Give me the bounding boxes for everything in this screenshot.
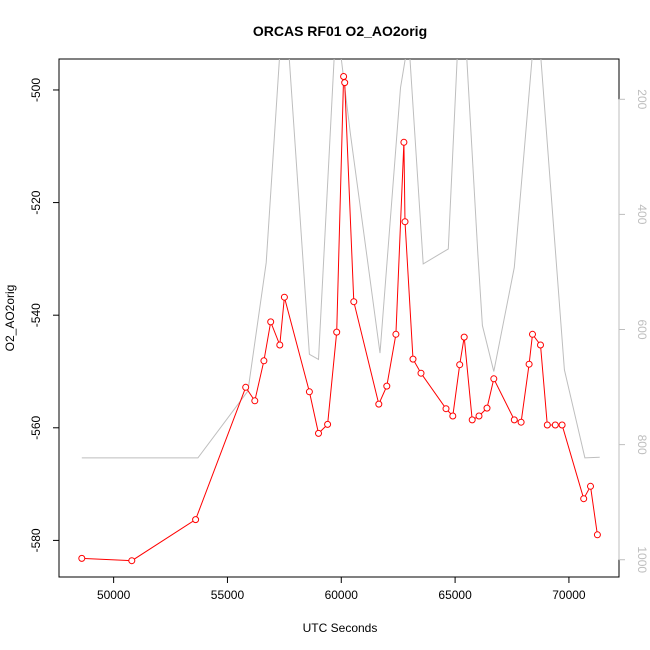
y-tick-label-left: -520 (29, 190, 43, 214)
red-series-point (551, 421, 559, 429)
red-series-point (475, 412, 483, 420)
x-tick-label: 60000 (325, 588, 359, 602)
red-series-point (460, 333, 468, 341)
red-series-point (392, 330, 400, 338)
red-series-point (593, 531, 601, 539)
red-series-point (490, 375, 498, 383)
red-series-line (81, 76, 598, 562)
red-series-point (78, 554, 86, 562)
red-series-point (510, 416, 518, 424)
gray-series (81, 59, 600, 459)
plot-frame (58, 58, 620, 578)
red-series-point (315, 429, 322, 437)
red-series-point (383, 382, 391, 390)
red-series-point (192, 516, 200, 524)
red-series-point (483, 404, 491, 412)
gray-series-line (81, 59, 600, 459)
x-axis: 50000 55000 60000 65000 70000 (97, 576, 586, 602)
red-series-point (324, 420, 332, 428)
red-series-point (251, 397, 259, 405)
y-tick-label-right: 600 (635, 319, 649, 339)
red-series-point (401, 218, 409, 226)
y-tick-label-right: 400 (635, 204, 649, 224)
red-series-point (580, 495, 588, 503)
red-series-point (260, 357, 268, 365)
y-axis-label: O2_AO2orig (3, 285, 17, 352)
red-series-point (340, 73, 348, 80)
red-series-point (417, 369, 425, 377)
y-tick-label-right: 1000 (635, 546, 649, 573)
red-series-point (587, 482, 594, 490)
red-series-point (375, 400, 383, 408)
red-series-point (341, 79, 349, 87)
red-series-point (276, 341, 284, 349)
x-tick-label: 55000 (211, 588, 245, 602)
red-series (78, 73, 601, 565)
y-tick-label-right: 800 (635, 435, 649, 455)
red-series-point (409, 355, 417, 363)
y-axis-right: 200 400 600 800 1000 (618, 89, 649, 573)
red-series-point (280, 293, 288, 301)
y-tick-label-left: -580 (29, 528, 43, 552)
y-axis-left: -580 -560 -540 -520 -500 (29, 78, 60, 552)
red-series-point (468, 416, 476, 424)
red-series-point (456, 361, 464, 369)
red-series-point (543, 421, 551, 429)
x-tick-label: 65000 (438, 588, 472, 602)
x-tick-label: 50000 (97, 588, 131, 602)
red-series-point (525, 360, 533, 368)
red-series-point (449, 412, 457, 420)
y-tick-label-right: 200 (635, 89, 649, 109)
y-tick-label-left: -500 (29, 78, 43, 102)
chart-title: ORCAS RF01 O2_AO2orig (253, 23, 427, 39)
red-series-point (537, 341, 544, 349)
x-tick-label: 70000 (552, 588, 586, 602)
red-series-point (517, 418, 525, 426)
red-series-point (333, 328, 341, 336)
x-axis-label: UTC Seconds (303, 621, 378, 635)
y-tick-label-left: -560 (29, 415, 43, 439)
red-series-point (529, 330, 536, 338)
red-series-point (442, 405, 450, 413)
red-series-point (305, 388, 313, 396)
y-tick-label-left: -540 (29, 303, 43, 327)
red-series-point (128, 557, 136, 565)
red-series-point (558, 421, 566, 429)
red-series-point (350, 298, 358, 306)
red-series-point (267, 318, 275, 326)
red-series-point (242, 383, 250, 391)
red-series-point (400, 138, 408, 146)
